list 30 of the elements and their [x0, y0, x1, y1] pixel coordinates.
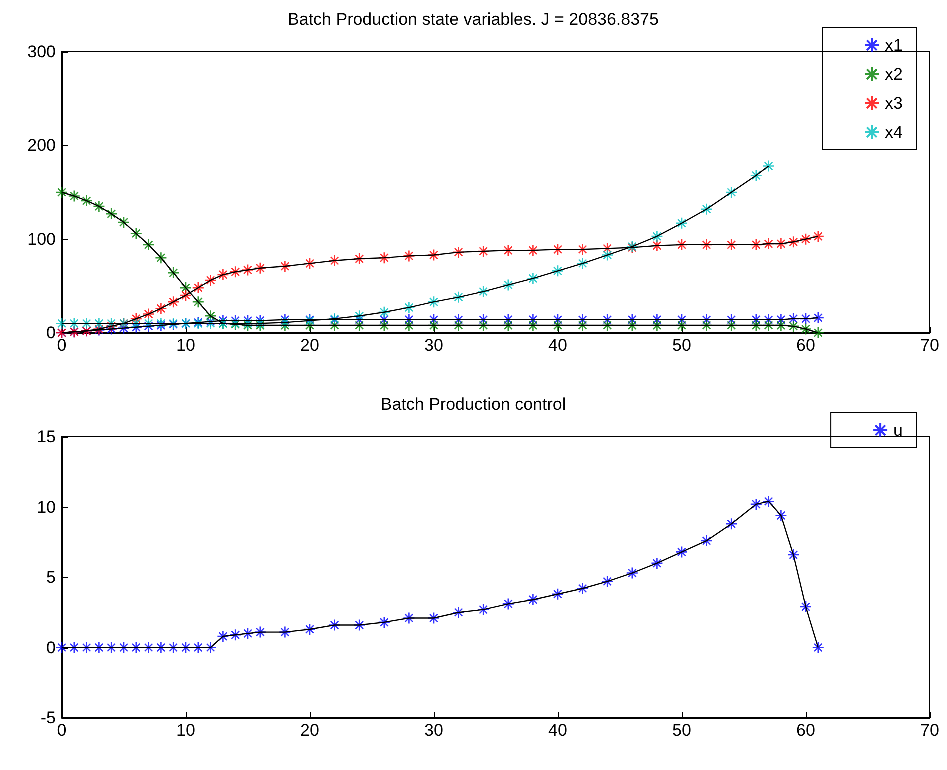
legend-label: u — [894, 421, 904, 440]
x-tick-label: 70 — [920, 336, 940, 355]
chart-title: Batch Production state variables. J = 20836.8375 — [288, 10, 659, 29]
y-tick-label: 5 — [46, 568, 56, 587]
legend-label: x4 — [885, 123, 904, 142]
legend-label: x1 — [885, 36, 904, 55]
y-tick-label: 15 — [37, 428, 56, 446]
x-tick-label: 20 — [300, 336, 320, 355]
x-tick-label: 30 — [424, 336, 444, 355]
x-tick-label: 60 — [796, 721, 816, 740]
x-tick-label: 30 — [424, 721, 444, 740]
x-tick-label: 10 — [176, 721, 196, 740]
x-tick-label: 60 — [796, 336, 816, 355]
y-tick-label: 0 — [46, 324, 56, 342]
x-tick-label: 40 — [548, 336, 568, 355]
y-tick-label: 300 — [28, 42, 56, 62]
legend-label: x3 — [885, 94, 904, 113]
y-tick-label: 100 — [28, 230, 56, 249]
y-tick-label: 10 — [37, 498, 56, 517]
x-tick-label: 70 — [920, 721, 940, 740]
chart-title: Batch Production control — [380, 395, 566, 414]
x-tick-label: 50 — [672, 336, 692, 355]
x-tick-label: 50 — [672, 721, 692, 740]
y-tick-label: 200 — [28, 136, 56, 156]
y-tick-label: 0 — [46, 638, 56, 658]
y-tick-label: -5 — [40, 708, 56, 728]
x-tick-label: 40 — [548, 721, 568, 740]
legend-label: x2 — [885, 65, 904, 84]
x-tick-label: 20 — [300, 721, 320, 740]
x-tick-label: 10 — [176, 336, 196, 355]
